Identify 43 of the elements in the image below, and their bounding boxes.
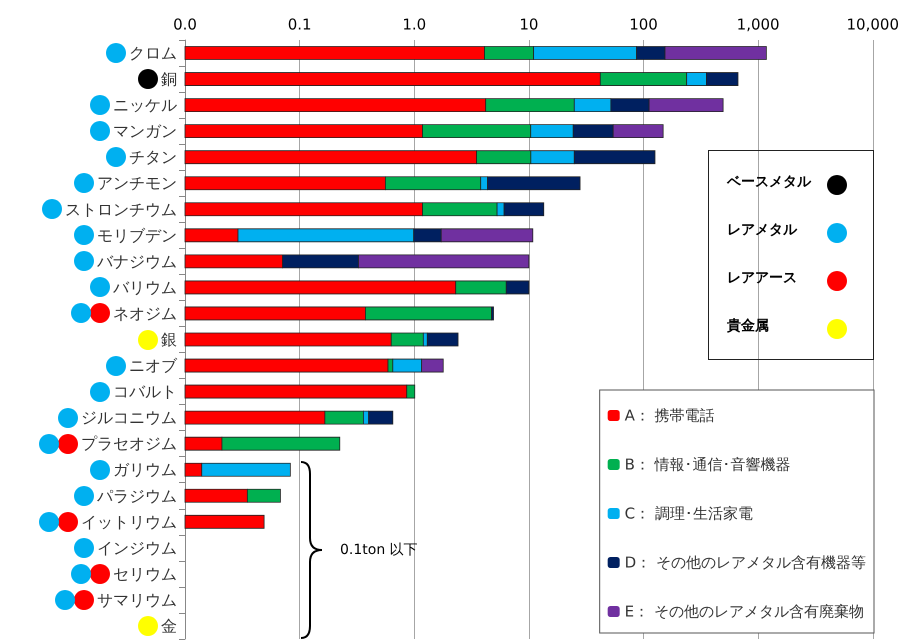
y-tick-label: ネオジム — [113, 304, 177, 323]
y-tick-label: バナジウム — [96, 252, 177, 271]
annotation: レアメタル — [727, 221, 797, 239]
legend-label: C： 調理･生活家電 — [624, 504, 753, 522]
y-tick-label: ニッケル — [113, 96, 177, 115]
legend-label: E： その他のレアメタル含有廃棄物 — [624, 602, 864, 620]
legend-label: B： 情報･通信･音響機器 — [624, 456, 791, 474]
legend-label: D： その他のレアメタル含有機器等 — [624, 554, 866, 572]
y-tick-label: 金 — [161, 616, 177, 636]
y-tick-label: プラセオジム — [81, 434, 177, 454]
y-tick-label: ストロンチウム — [65, 200, 177, 219]
y-tick-label: モリブデン — [97, 226, 177, 245]
y-tick-label: パラジウム — [96, 486, 177, 506]
y-tick-label: クロム — [129, 44, 177, 63]
x-tick-label: 0.1 — [288, 16, 312, 34]
y-tick-label: バリウム — [112, 278, 177, 297]
y-tick-label: アンチモン — [97, 174, 177, 193]
y-tick-label: ニオブ — [129, 356, 178, 376]
y-tick-label: インジウム — [97, 538, 177, 558]
y-tick-label: セリウム — [113, 564, 177, 584]
y-tick-label: イットリウム — [81, 512, 177, 532]
y-tick-label: コバルト — [113, 382, 177, 402]
y-tick-label: チタン — [129, 148, 177, 167]
y-tick-label: ガリウム — [113, 460, 177, 480]
bar — [184, 514, 265, 529]
y-tick-label: マンガン — [113, 122, 177, 141]
x-tick-label: 0.0 — [173, 16, 197, 34]
x-tick-label: 1.0 — [402, 16, 426, 34]
y-tick-label: 銀 — [161, 330, 177, 349]
x-tick-label: 10 — [519, 16, 538, 34]
bar — [426, 332, 458, 346]
x-tick-label: 1,000 — [736, 16, 780, 34]
bar — [184, 358, 388, 372]
x-tick-label: 100 — [629, 16, 658, 34]
annotation: レアアース — [727, 269, 797, 287]
y-tick-label: 銅 — [161, 70, 177, 89]
y-tick-label: ジルコニウム — [81, 408, 177, 428]
x-tick-label: 10,000 — [846, 16, 900, 34]
annotation: 0.1ton 以下 — [340, 541, 418, 559]
y-tick-label: サマリウム — [97, 590, 177, 610]
annotation: 貴金属 — [727, 317, 769, 335]
annotation: ベースメタル — [727, 173, 811, 191]
legend-label: A： 携帯電話 — [624, 406, 715, 424]
